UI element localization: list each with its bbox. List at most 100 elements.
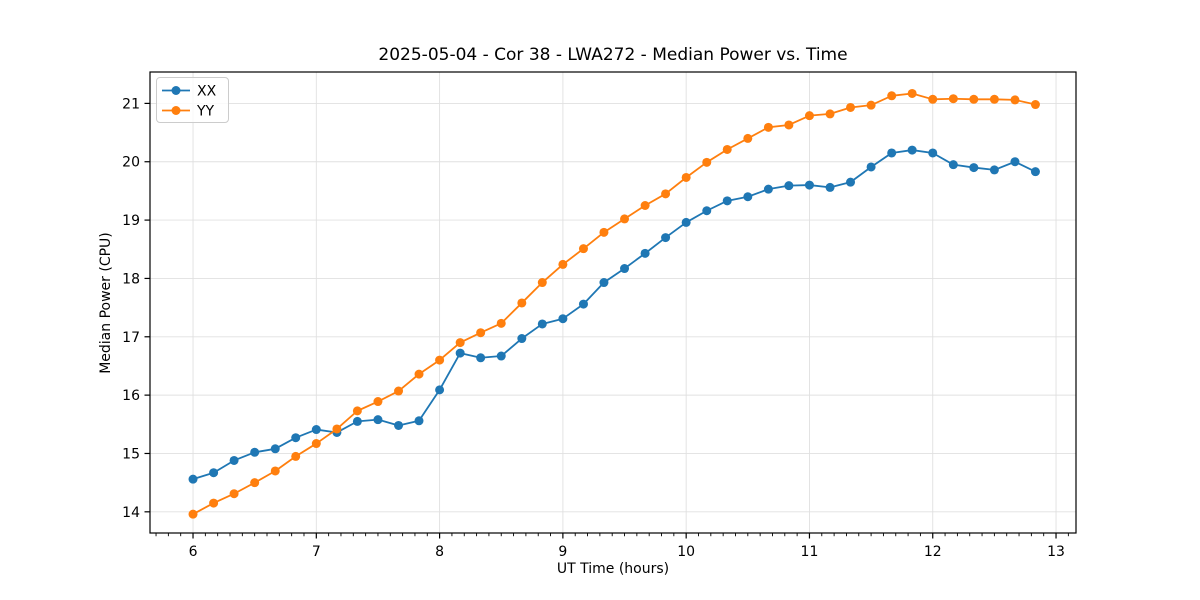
data-point-xx (763, 184, 773, 194)
y-tick-label: 15 (122, 446, 140, 462)
data-point-xx (578, 299, 588, 309)
data-point-yy (455, 338, 465, 348)
data-point-xx (352, 416, 362, 426)
x-tick-label: 10 (677, 544, 695, 560)
data-point-yy (188, 509, 198, 519)
data-point-yy (578, 244, 588, 254)
x-tick-label: 11 (801, 544, 819, 560)
data-point-xx (270, 444, 280, 454)
data-point-yy (209, 498, 219, 508)
data-point-yy (640, 200, 650, 210)
y-tick-label: 21 (122, 96, 140, 112)
data-point-xx (928, 148, 938, 158)
axis-tick-labels: 6 7 8 9 10 11 12 13 14 15 16 17 18 19 20 21 (122, 96, 1065, 560)
legend-marker-icon (171, 106, 181, 115)
legend-label-xx: XX (197, 83, 217, 99)
data-series (188, 88, 1040, 519)
data-point-xx (455, 348, 465, 358)
data-point-yy (948, 94, 958, 104)
data-point-yy (311, 439, 321, 449)
data-point-yy (250, 478, 260, 488)
data-point-yy (804, 111, 814, 121)
data-point-yy (907, 88, 917, 98)
data-point-yy (537, 278, 547, 288)
data-point-yy (291, 451, 301, 461)
data-point-xx (188, 474, 198, 484)
data-point-yy (661, 189, 671, 199)
data-point-xx (414, 416, 424, 426)
x-tick-label: 7 (312, 544, 321, 560)
data-point-xx (804, 180, 814, 190)
data-point-yy (332, 424, 342, 434)
data-point-yy (866, 100, 876, 110)
data-point-xx (989, 165, 999, 175)
data-point-xx (1010, 157, 1020, 167)
data-point-yy (476, 328, 486, 338)
data-point-xx (846, 177, 856, 187)
x-tick-label: 13 (1047, 544, 1065, 560)
data-point-yy (681, 172, 691, 182)
data-point-yy (763, 122, 773, 132)
data-point-xx (496, 351, 506, 361)
data-point-yy (599, 227, 609, 237)
gridlines (150, 72, 1076, 533)
data-point-yy (558, 259, 568, 269)
data-point-yy (1010, 95, 1020, 105)
data-point-yy (784, 120, 794, 130)
data-point-xx (640, 248, 650, 258)
data-point-xx (825, 182, 835, 192)
data-point-xx (907, 145, 917, 155)
data-point-yy (414, 369, 424, 379)
data-point-xx (887, 148, 897, 158)
legend-label-yy: YY (196, 103, 215, 119)
data-point-xx (476, 353, 486, 363)
data-point-yy (743, 133, 753, 143)
plot-border (149, 71, 1077, 534)
data-point-xx (784, 181, 794, 191)
y-tick-label: 16 (122, 388, 140, 404)
data-point-yy (517, 298, 527, 308)
data-point-xx (537, 319, 547, 329)
y-tick-label: 17 (122, 330, 140, 346)
legend-marker-icon (171, 86, 181, 95)
chart-title: 2025-05-04 - Cor 38 - LWA272 - Median Po… (378, 45, 847, 65)
data-point-xx (969, 163, 979, 173)
data-point-yy (846, 102, 856, 112)
data-point-yy (496, 318, 506, 328)
data-point-xx (311, 425, 321, 435)
y-tick-label: 14 (122, 505, 140, 521)
data-point-yy (989, 94, 999, 104)
data-point-xx (702, 206, 712, 216)
y-tick-label: 19 (122, 213, 140, 229)
data-point-xx (620, 264, 630, 274)
data-point-xx (599, 278, 609, 288)
x-tick-label: 9 (558, 544, 567, 560)
data-point-xx (229, 455, 239, 465)
data-point-xx (743, 192, 753, 202)
data-point-xx (373, 415, 383, 425)
data-point-yy (352, 406, 362, 416)
data-point-yy (270, 466, 280, 476)
data-point-yy (702, 157, 712, 167)
series-line-yy (192, 92, 1036, 515)
data-point-xx (209, 468, 219, 478)
data-point-xx (1030, 167, 1040, 177)
data-point-xx (291, 433, 301, 443)
legend-box (156, 77, 229, 123)
data-point-xx (394, 420, 404, 430)
data-point-xx (517, 334, 527, 344)
x-tick-label: 8 (435, 544, 444, 560)
data-point-xx (435, 385, 445, 395)
data-point-xx (250, 447, 260, 457)
data-point-xx (661, 233, 671, 243)
x-axis-title: UT Time (hours) (557, 561, 669, 577)
data-point-yy (373, 397, 383, 407)
data-point-yy (825, 109, 835, 119)
y-tick-label: 18 (122, 271, 140, 287)
data-point-yy (887, 91, 897, 101)
data-point-yy (1030, 100, 1040, 110)
axis-ticks (144, 102, 1069, 539)
data-point-yy (394, 386, 404, 396)
